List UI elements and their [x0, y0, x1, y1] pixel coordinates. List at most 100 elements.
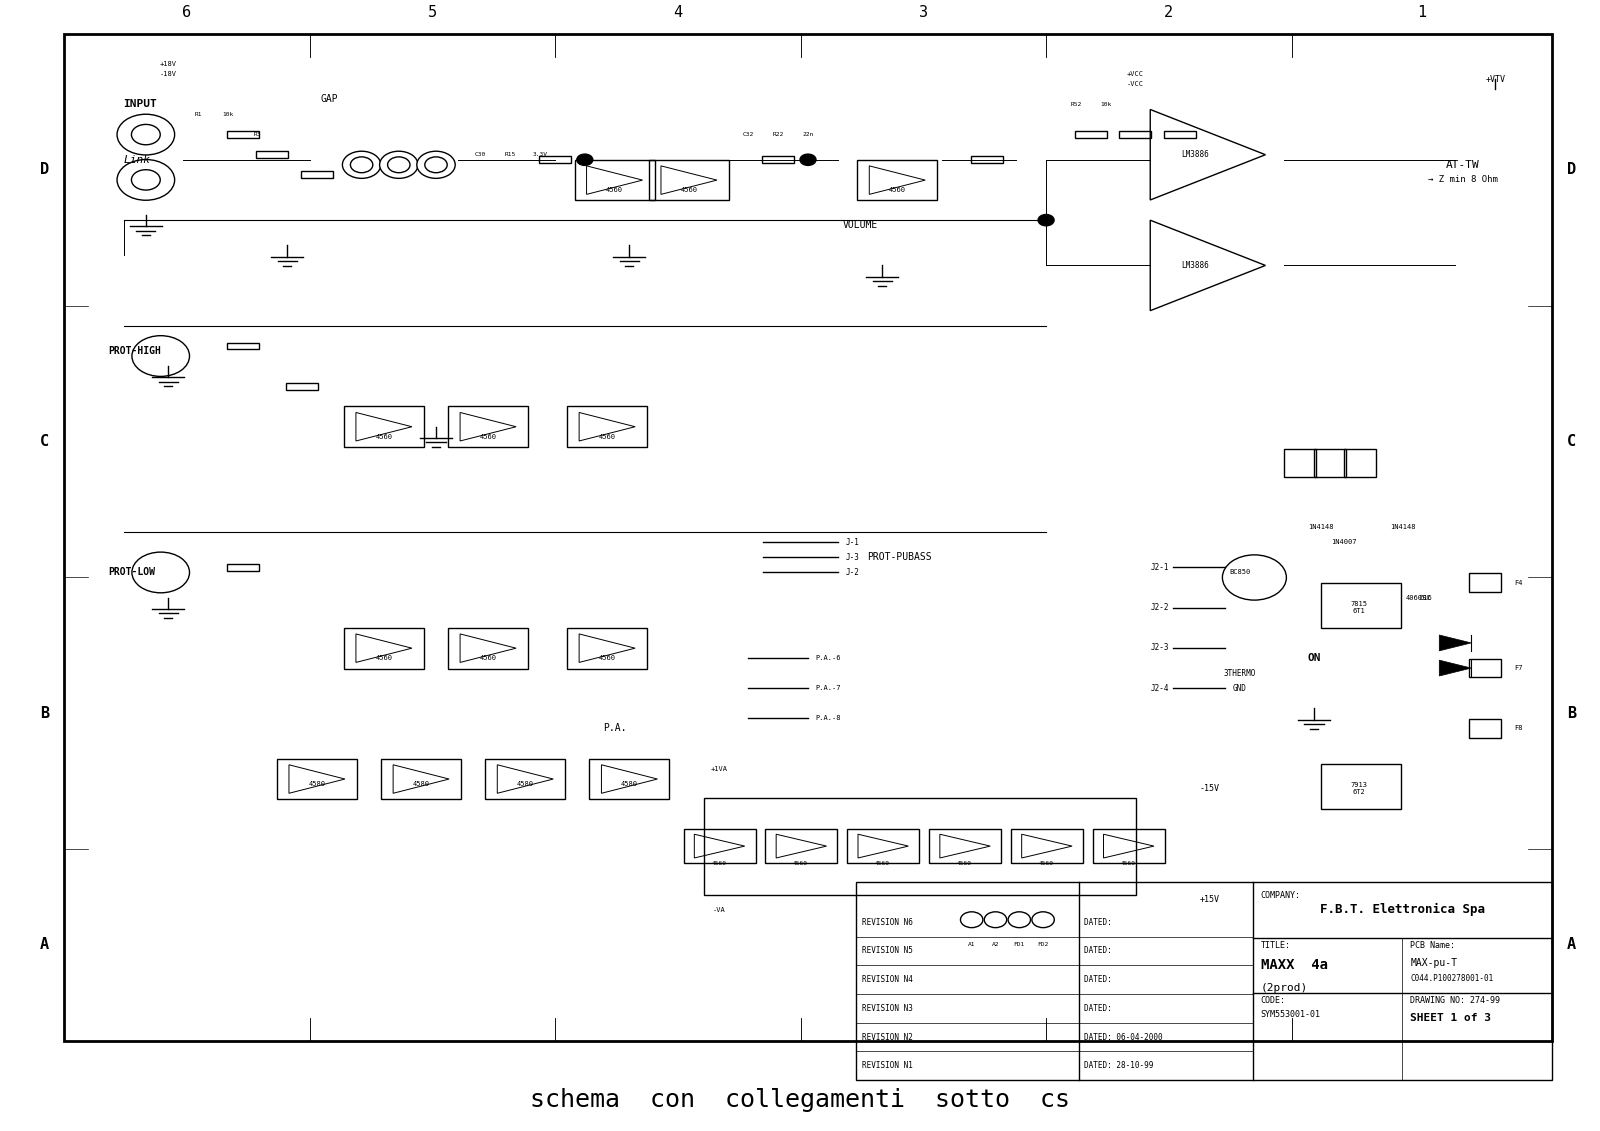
Text: 4560: 4560 [376, 433, 392, 440]
Text: J-1: J-1 [845, 537, 859, 546]
Circle shape [1032, 912, 1054, 927]
Bar [227, 343, 259, 349]
Text: 4560: 4560 [598, 655, 616, 661]
Bar [566, 406, 646, 447]
Text: INPUT: INPUT [123, 100, 157, 110]
Circle shape [379, 152, 418, 179]
Text: schema  con  collegamenti  sotto  cs: schema con collegamenti sotto cs [530, 1088, 1070, 1113]
Text: J2-4: J2-4 [1150, 684, 1168, 692]
Text: REVISION N5: REVISION N5 [862, 947, 914, 956]
Text: REVISION N1: REVISION N1 [862, 1061, 914, 1070]
Bar [683, 829, 755, 863]
Text: BC850: BC850 [1229, 569, 1250, 576]
Bar [765, 829, 837, 863]
Text: 3THERMO: 3THERMO [1224, 668, 1256, 677]
Text: +18V: +18V [160, 61, 176, 67]
Bar [762, 156, 794, 163]
Text: +15V: +15V [1200, 895, 1219, 904]
Text: C30: C30 [475, 153, 486, 157]
Text: 3.3V: 3.3V [533, 153, 547, 157]
Bar [286, 382, 318, 389]
Text: 4580: 4580 [621, 780, 638, 787]
Text: P.A.-6: P.A.-6 [816, 655, 842, 661]
Text: FD1: FD1 [1014, 942, 1026, 948]
Circle shape [387, 157, 410, 173]
Text: 4060SC: 4060SC [1405, 595, 1430, 601]
Text: ON: ON [1307, 653, 1320, 663]
Bar [485, 759, 565, 800]
Text: P.A.: P.A. [603, 724, 626, 734]
Circle shape [800, 154, 816, 165]
Text: R1: R1 [194, 112, 202, 116]
Text: LM3886: LM3886 [1181, 150, 1210, 159]
Bar [566, 628, 646, 668]
Text: 4560: 4560 [794, 861, 808, 865]
Bar [856, 882, 1552, 1080]
Text: (2prod): (2prod) [1261, 983, 1307, 993]
Text: 1N4007: 1N4007 [1331, 539, 1357, 545]
Text: PROT-PUBASS: PROT-PUBASS [867, 552, 933, 562]
Bar [448, 406, 528, 447]
Text: C: C [1566, 434, 1576, 449]
Text: PCB Name:: PCB Name: [1410, 941, 1456, 950]
Bar [1165, 131, 1197, 138]
Text: 4560: 4560 [598, 433, 616, 440]
Text: FD2: FD2 [1037, 942, 1048, 948]
Text: J2-2: J2-2 [1150, 603, 1168, 612]
Text: +VCC: +VCC [1126, 71, 1144, 77]
Bar [574, 159, 654, 200]
Text: R22: R22 [773, 132, 784, 137]
Circle shape [131, 124, 160, 145]
Bar [1093, 829, 1165, 863]
Text: 5: 5 [427, 6, 437, 20]
Text: C044.P100278001-01: C044.P100278001-01 [1410, 974, 1494, 983]
Text: MAXX  4a: MAXX 4a [1261, 958, 1328, 973]
Text: DATED:: DATED: [1083, 975, 1115, 984]
Text: A: A [1566, 938, 1576, 952]
Text: 4580: 4580 [309, 780, 325, 787]
Text: C32: C32 [742, 132, 754, 137]
Circle shape [424, 157, 446, 173]
Text: J-2: J-2 [845, 568, 859, 577]
Bar [1469, 573, 1501, 592]
Text: GAP: GAP [320, 94, 338, 104]
Text: DATED: 28-10-99: DATED: 28-10-99 [1083, 1061, 1154, 1070]
Text: F8: F8 [1514, 725, 1522, 732]
Text: F.B.T. Elettronica Spa: F.B.T. Elettronica Spa [1320, 904, 1485, 916]
Polygon shape [1440, 634, 1472, 650]
Text: REVISION N6: REVISION N6 [862, 917, 914, 926]
Bar [1011, 829, 1083, 863]
Text: 4560: 4560 [1038, 861, 1053, 865]
Circle shape [117, 159, 174, 200]
Text: REVISION N3: REVISION N3 [862, 1004, 914, 1013]
Circle shape [131, 170, 160, 190]
Text: 4560: 4560 [376, 655, 392, 661]
Text: 4560: 4560 [712, 861, 726, 865]
Text: A1: A1 [968, 942, 976, 948]
Text: +1VA: +1VA [710, 766, 728, 771]
Text: PROT-HIGH: PROT-HIGH [109, 346, 162, 356]
Bar [930, 829, 1002, 863]
Text: -VA: -VA [712, 907, 725, 913]
Text: REVISION N2: REVISION N2 [862, 1033, 914, 1042]
Text: → Z min 8 Ohm: → Z min 8 Ohm [1427, 175, 1498, 184]
Text: CODE:: CODE: [1261, 996, 1286, 1005]
Bar [381, 759, 461, 800]
Bar [1469, 659, 1501, 677]
Text: 4560: 4560 [957, 861, 971, 865]
Bar [1285, 449, 1317, 477]
Bar [1075, 131, 1107, 138]
Text: SYM553001-01: SYM553001-01 [1261, 1010, 1320, 1019]
Text: 3: 3 [918, 6, 928, 20]
Text: A: A [40, 938, 50, 952]
Text: 4560: 4560 [480, 433, 496, 440]
Bar [1469, 719, 1501, 737]
Text: 4580: 4580 [413, 780, 430, 787]
Text: 22n: 22n [802, 132, 814, 137]
Text: COMPANY:: COMPANY: [1261, 891, 1301, 900]
Circle shape [984, 912, 1006, 927]
Bar [589, 759, 669, 800]
Text: DATED:: DATED: [1083, 1004, 1115, 1013]
Text: 4560: 4560 [680, 187, 698, 193]
Circle shape [1008, 912, 1030, 927]
